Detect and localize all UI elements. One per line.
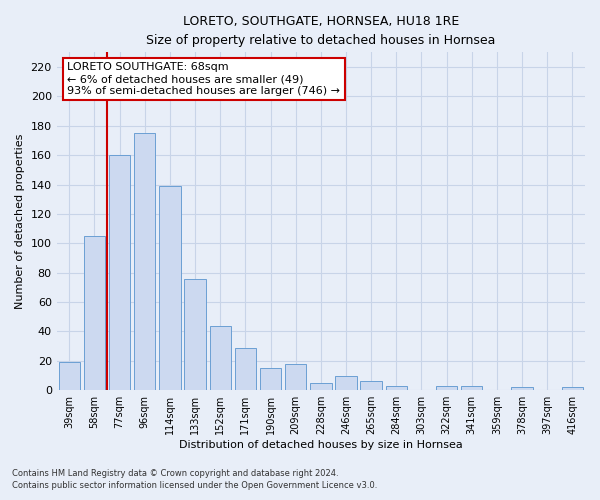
Bar (260, 368, 281, 390)
Bar (310, 383, 332, 390)
Bar (285, 364, 307, 390)
Bar (184, 278, 206, 390)
Text: LORETO SOUTHGATE: 68sqm
← 6% of detached houses are smaller (49)
93% of semi-det: LORETO SOUTHGATE: 68sqm ← 6% of detached… (67, 62, 340, 96)
Bar (361, 382, 382, 390)
Bar (109, 155, 130, 390)
Bar (159, 186, 181, 390)
Bar (511, 388, 533, 390)
Bar (335, 376, 356, 390)
Bar (386, 386, 407, 390)
Bar (461, 386, 482, 390)
Bar (209, 326, 231, 390)
Bar (134, 133, 155, 390)
Bar (235, 348, 256, 390)
Bar (562, 388, 583, 390)
Y-axis label: Number of detached properties: Number of detached properties (15, 134, 25, 309)
Bar (59, 362, 80, 390)
Bar (436, 386, 457, 390)
Text: Contains HM Land Registry data © Crown copyright and database right 2024.
Contai: Contains HM Land Registry data © Crown c… (12, 468, 377, 490)
Bar (84, 236, 105, 390)
X-axis label: Distribution of detached houses by size in Hornsea: Distribution of detached houses by size … (179, 440, 463, 450)
Title: LORETO, SOUTHGATE, HORNSEA, HU18 1RE
Size of property relative to detached house: LORETO, SOUTHGATE, HORNSEA, HU18 1RE Siz… (146, 15, 496, 47)
